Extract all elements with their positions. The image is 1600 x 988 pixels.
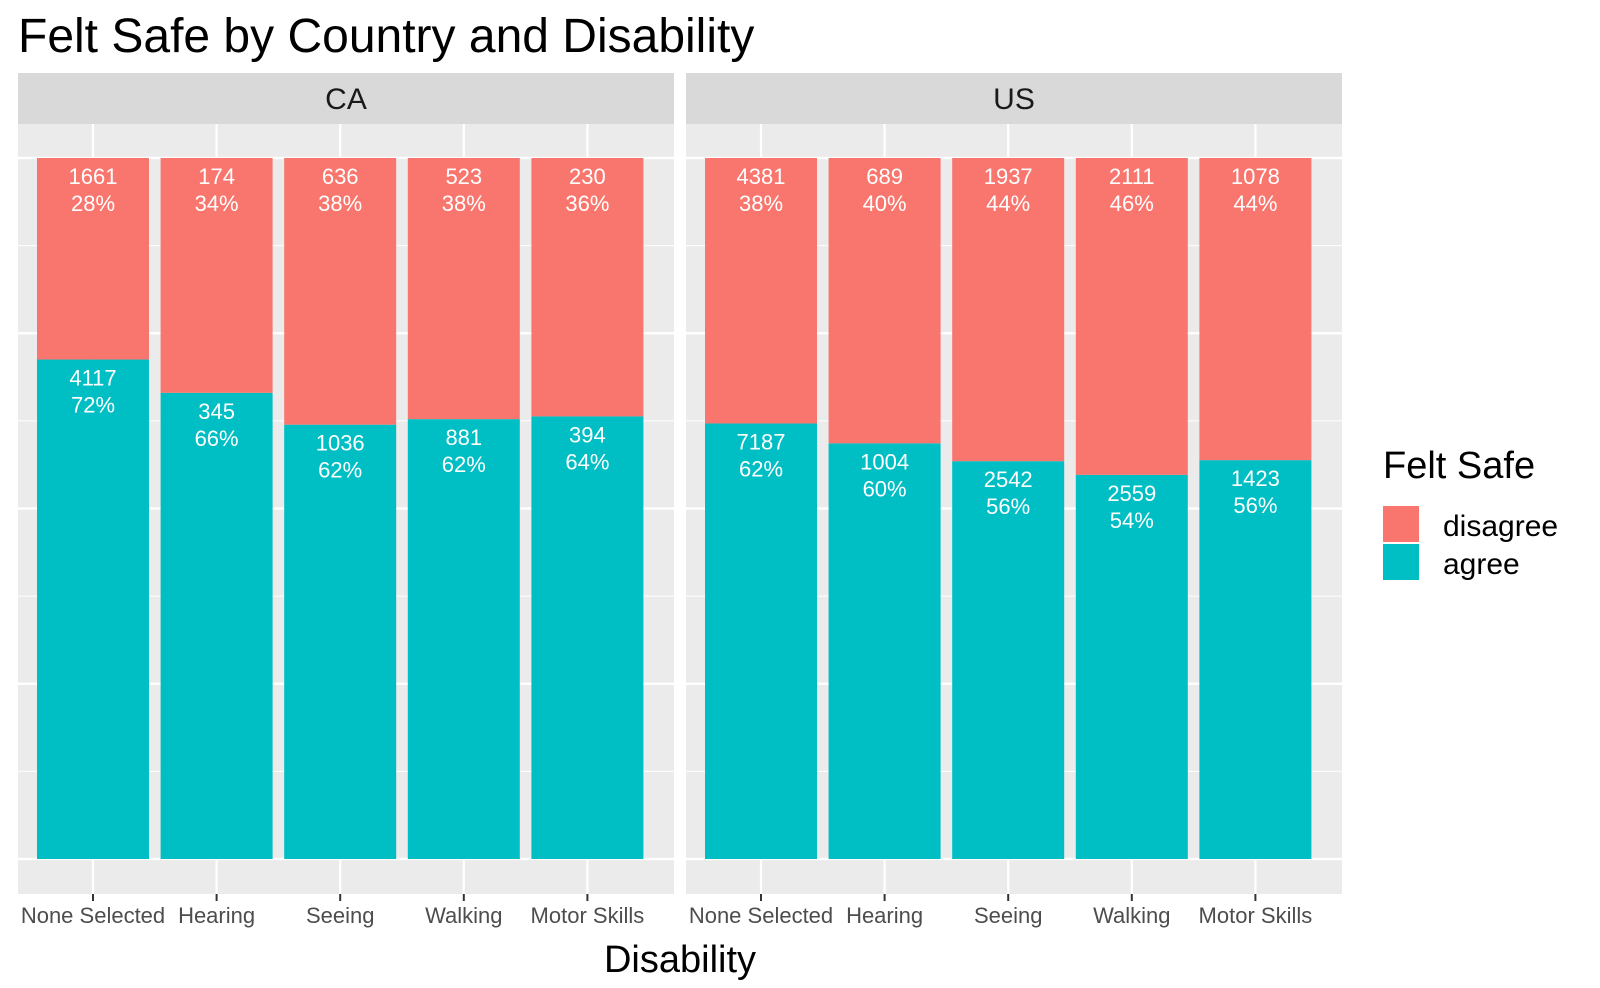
bar-label-count: 2111: [1109, 164, 1155, 189]
bar-agree: [407, 419, 520, 859]
bar-disagree: [37, 158, 149, 360]
bar-label-count: 7187: [737, 429, 786, 454]
facet-strip-label: US: [993, 83, 1035, 116]
chart-title: Felt Safe by Country and Disability: [18, 10, 754, 63]
bar-label-percent: 56%: [1233, 493, 1277, 518]
x-tick-label: Motor Skills: [531, 903, 645, 928]
x-tick-label: Seeing: [974, 903, 1043, 928]
bar-disagree: [1075, 158, 1188, 475]
bar-label-count: 174: [198, 164, 235, 189]
legend-swatch-disagree: [1383, 506, 1419, 542]
bar-label-count: 1423: [1231, 466, 1280, 491]
bar-label-percent: 62%: [318, 458, 362, 483]
bar-label-percent: 38%: [318, 191, 362, 216]
bar-disagree: [407, 158, 520, 420]
bar-label-percent: 72%: [71, 393, 115, 418]
bar-label-count: 1004: [860, 449, 909, 474]
bar-disagree: [1199, 158, 1312, 461]
x-tick-label: Seeing: [306, 903, 375, 928]
bar-label-count: 2542: [984, 467, 1033, 492]
facet-strip-label: CA: [325, 83, 367, 116]
bar-agree: [1075, 474, 1188, 859]
bar-label-percent: 44%: [1233, 191, 1277, 216]
bar-label-percent: 54%: [1110, 508, 1154, 533]
bar-label-percent: 56%: [986, 494, 1030, 519]
x-tick-label: None Selected: [21, 903, 165, 928]
bar-label-percent: 64%: [565, 449, 609, 474]
legend-label-disagree: disagree: [1443, 510, 1558, 543]
x-tick-label: Hearing: [178, 903, 255, 928]
facet-strip: [18, 73, 674, 124]
bar-label-percent: 62%: [442, 452, 486, 477]
bar-disagree: [284, 158, 397, 425]
x-axis-title: Disability: [604, 939, 756, 981]
bar-label-count: 345: [198, 399, 235, 424]
bar-label-count: 394: [569, 422, 606, 447]
legend-label-agree: agree: [1443, 548, 1520, 581]
bar-label-count: 1078: [1231, 164, 1280, 189]
bar-label-count: 4117: [69, 366, 116, 391]
x-tick-label: Motor Skills: [1199, 903, 1313, 928]
legend: Felt Safe disagree agree: [1383, 445, 1558, 581]
bar-label-count: 523: [445, 164, 482, 189]
bar-label-percent: 38%: [442, 191, 486, 216]
bar-agree: [160, 392, 273, 859]
bar-label-count: 1937: [984, 164, 1033, 189]
bar-label-count: 636: [322, 164, 359, 189]
bar-disagree: [952, 158, 1065, 462]
legend-swatch-agree: [1383, 544, 1419, 580]
bar-label-count: 2559: [1107, 481, 1156, 506]
bar-label-percent: 40%: [863, 191, 907, 216]
bar-label-percent: 66%: [195, 426, 239, 451]
legend-items: disagree agree: [1383, 506, 1558, 581]
bar-disagree: [160, 158, 273, 393]
bar-label-percent: 60%: [863, 476, 907, 501]
bar-disagree: [531, 158, 644, 417]
facet-strip: [686, 73, 1342, 124]
bar-label-percent: 34%: [195, 191, 239, 216]
bar-agree: [531, 416, 644, 859]
bar-disagree: [705, 158, 817, 424]
x-tick-label: None Selected: [689, 903, 833, 928]
x-tick-label: Hearing: [846, 903, 923, 928]
x-tick-label: Walking: [1093, 903, 1170, 928]
bar-agree: [828, 443, 941, 859]
bar-label-percent: 38%: [739, 191, 783, 216]
bar-agree: [705, 423, 817, 859]
bar-label-percent: 62%: [739, 456, 783, 481]
bar-label-count: 1036: [316, 431, 365, 456]
bar-label-percent: 44%: [986, 191, 1030, 216]
bar-agree: [284, 424, 397, 859]
bar-disagree: [828, 158, 941, 444]
bar-label-percent: 28%: [71, 191, 115, 216]
bar-label-count: 1661: [69, 164, 118, 189]
bar-agree: [1199, 460, 1312, 859]
bar-label-count: 881: [445, 425, 482, 450]
bar-label-percent: 36%: [565, 191, 609, 216]
bar-label-count: 230: [569, 164, 606, 189]
bar-label-count: 4381: [737, 164, 786, 189]
x-tick-label: Walking: [425, 903, 502, 928]
bar-label-percent: 46%: [1110, 191, 1154, 216]
bar-label-count: 689: [866, 164, 903, 189]
legend-title: Felt Safe: [1383, 445, 1535, 487]
bar-agree: [37, 359, 149, 859]
bar-agree: [952, 461, 1065, 859]
